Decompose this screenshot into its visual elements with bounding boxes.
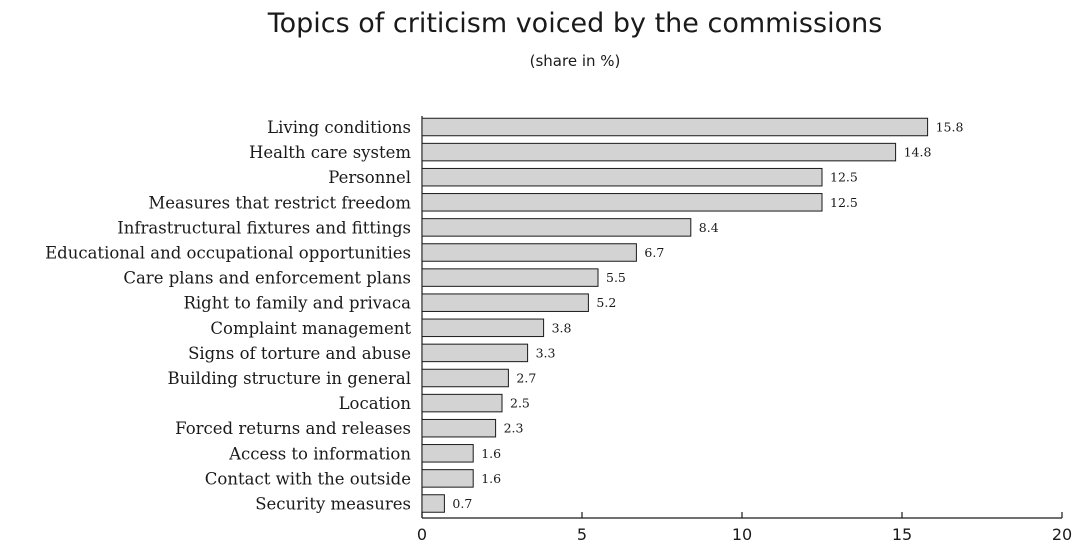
category-label: Care plans and enforcement plans <box>123 269 411 288</box>
category-label: Personnel <box>328 168 411 187</box>
category-label: Infrastructural fixtures and fittings <box>117 218 411 237</box>
chart-title: Topics of criticism voiced by the commis… <box>267 8 883 39</box>
data-label: 2.3 <box>504 421 524 436</box>
x-tick-label: 10 <box>732 525 752 544</box>
bar <box>421 193 823 212</box>
data-label: 0.7 <box>452 496 472 511</box>
bar <box>421 444 474 463</box>
data-label: 2.7 <box>516 371 536 386</box>
category-label: Right to family and privaca <box>183 294 411 313</box>
data-label: 1.6 <box>481 446 501 461</box>
category-label: Health care system <box>249 143 411 162</box>
category-label: Complaint management <box>210 319 411 338</box>
bar <box>421 218 692 237</box>
bar <box>421 243 637 262</box>
data-label: 1.6 <box>481 471 501 486</box>
bar <box>421 469 474 488</box>
bar <box>421 318 545 338</box>
bar <box>421 167 823 187</box>
category-label: Security measures <box>255 495 411 514</box>
data-label: 8.4 <box>699 220 719 235</box>
data-label: 12.5 <box>830 170 858 185</box>
category-label: Location <box>339 394 412 413</box>
data-label: 3.3 <box>536 345 556 360</box>
category-label: Building structure in general <box>168 369 411 388</box>
bar <box>421 117 929 137</box>
category-label: Contact with the outside <box>205 469 411 488</box>
bar <box>421 393 503 413</box>
bar <box>421 293 589 312</box>
data-label: 14.8 <box>904 145 932 160</box>
chart-subtitle: (share in %) <box>529 52 621 70</box>
category-label: Living conditions <box>267 118 411 137</box>
bar <box>421 494 445 513</box>
data-label: 5.5 <box>606 270 626 285</box>
data-label: 3.8 <box>552 320 572 335</box>
x-tick-label: 20 <box>1052 525 1072 544</box>
data-label: 5.2 <box>596 295 616 310</box>
data-label: 12.5 <box>830 195 858 210</box>
bar <box>421 368 509 388</box>
bar <box>421 142 897 162</box>
bar <box>421 268 599 287</box>
x-tick-label: 15 <box>892 525 912 544</box>
x-tick-label: 5 <box>577 525 587 544</box>
category-label: Educational and occupational opportuniti… <box>45 244 411 263</box>
data-label: 2.5 <box>510 396 530 411</box>
category-label: Forced returns and releases <box>175 419 411 438</box>
data-label: 6.7 <box>644 245 664 260</box>
category-label: Measures that restrict freedom <box>148 193 411 212</box>
category-label: Access to information <box>228 444 411 463</box>
bar <box>421 343 529 363</box>
x-tick-label: 0 <box>417 525 427 544</box>
category-label: Signs of torture and abuse <box>188 344 411 363</box>
bar <box>421 418 497 438</box>
data-label: 15.8 <box>936 120 964 135</box>
